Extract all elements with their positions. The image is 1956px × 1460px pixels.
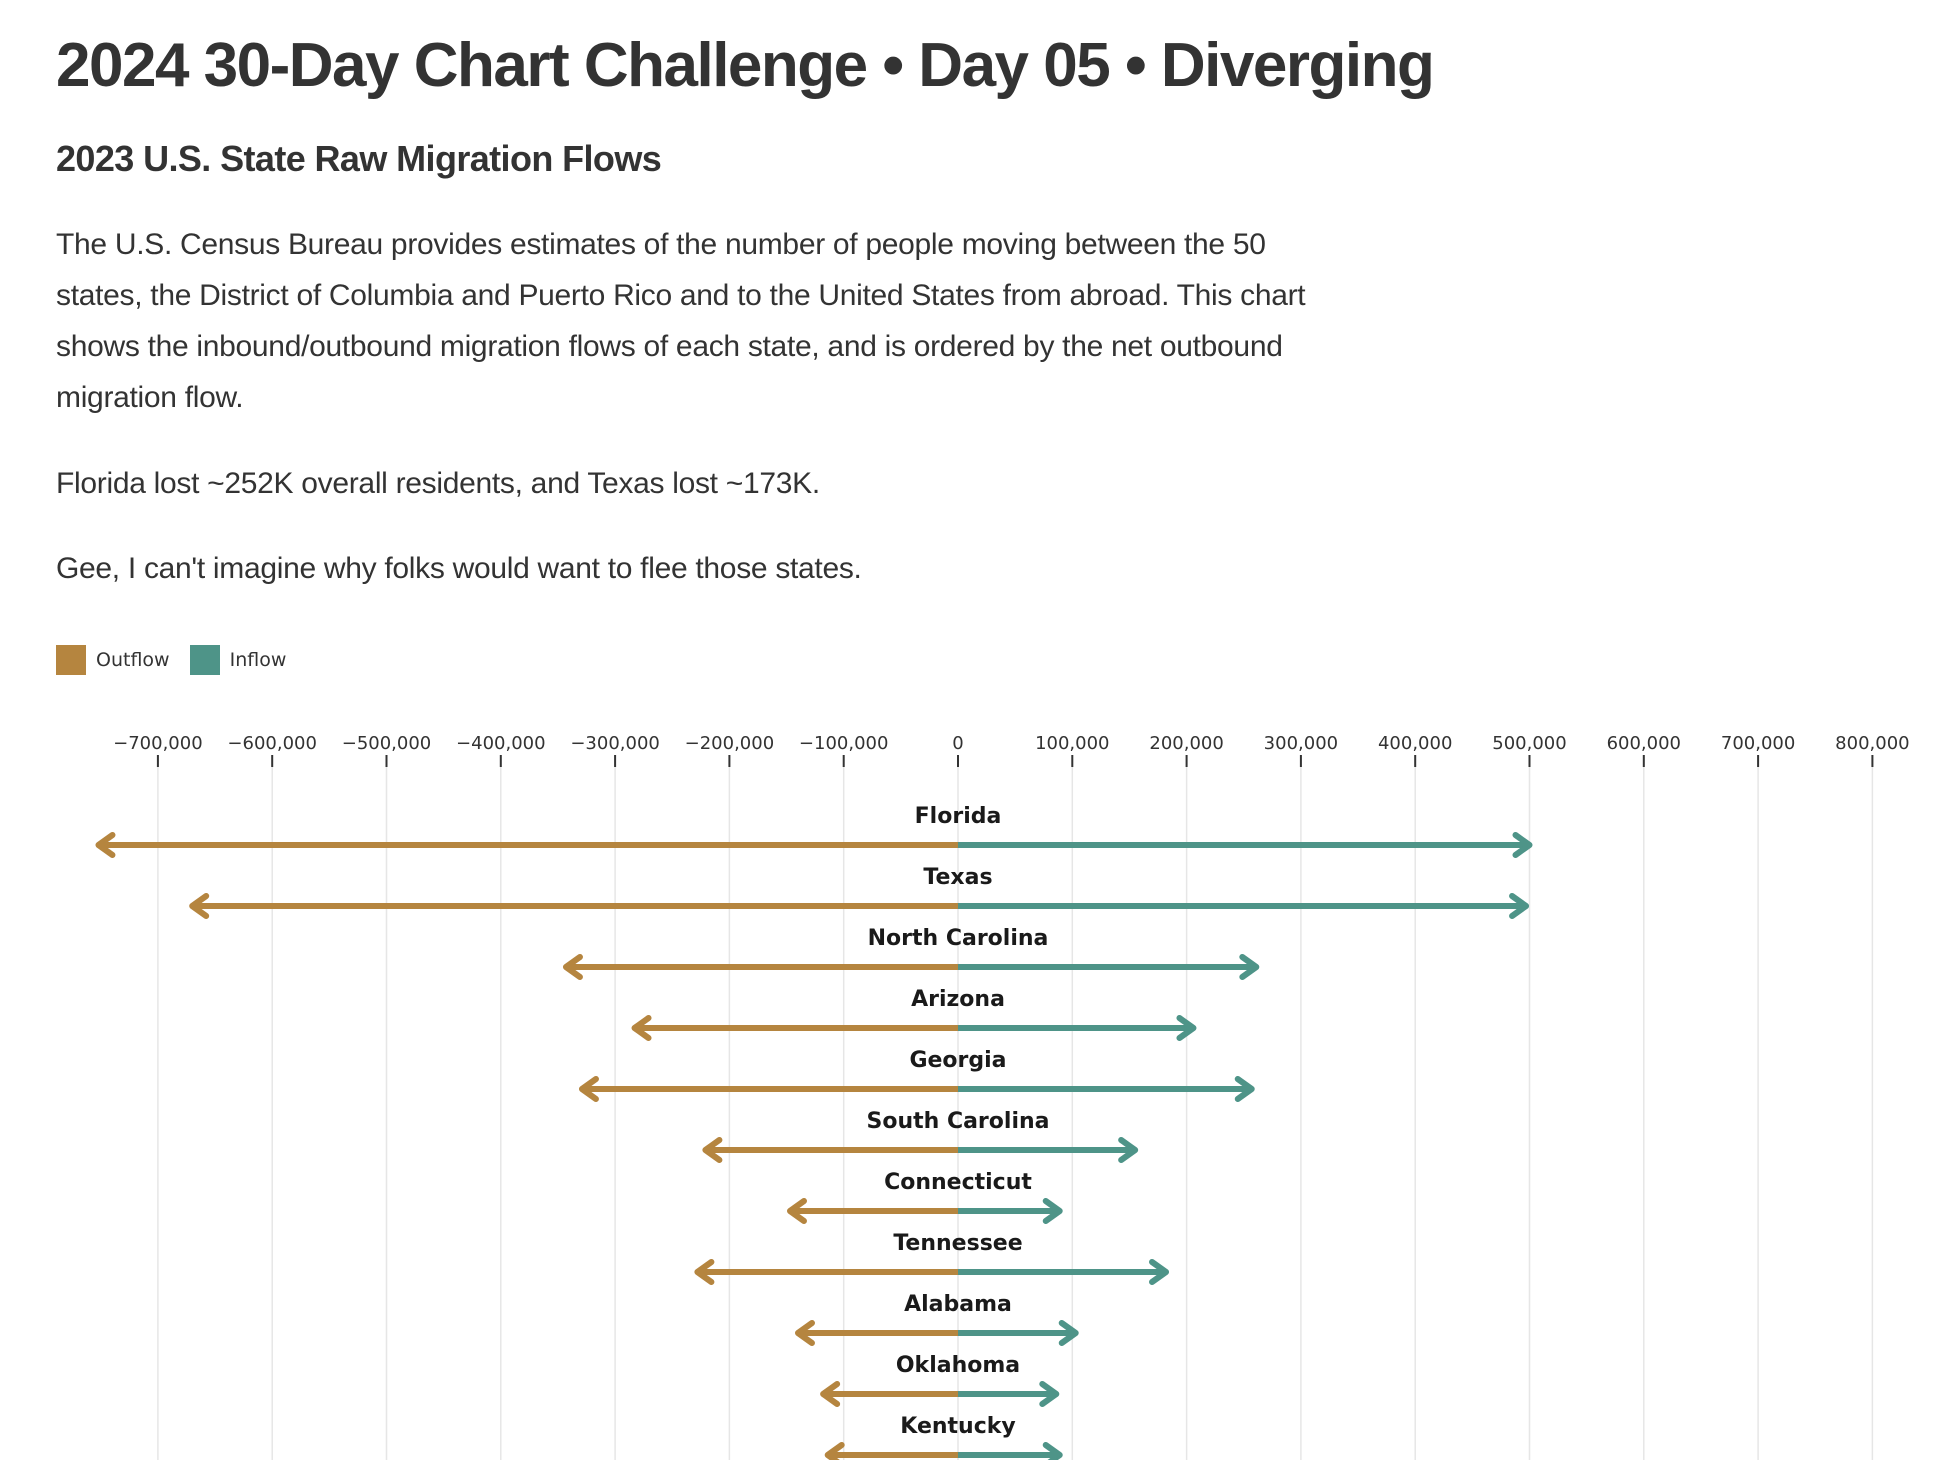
inflow-arrowhead <box>1149 1259 1170 1285</box>
chart-subtitle: 2023 U.S. State Raw Migration Flows <box>56 138 662 179</box>
x-tick-label: −600,000 <box>227 733 317 754</box>
inflow-arrowhead <box>1509 893 1530 919</box>
x-tick-label: −700,000 <box>113 733 203 754</box>
state-label: Georgia <box>909 1048 1006 1073</box>
page: 2024 30-Day Chart Challenge • Day 05 • D… <box>56 0 1936 1460</box>
legend-item-outflow: Outflow <box>56 645 170 675</box>
inflow-arrowhead <box>1118 1137 1139 1163</box>
diverging-migration-chart: −700,000 −600,000 −500,000 −400,000 −300,000… <box>95 733 1910 1460</box>
state-label: Alabama <box>904 1292 1012 1317</box>
outflow-arrowhead <box>820 1381 841 1407</box>
x-tick-label: 600,000 <box>1607 733 1681 754</box>
state-label: Kentucky <box>900 1414 1015 1439</box>
outflow-arrowhead <box>95 832 116 858</box>
outflow-swatch <box>56 645 86 675</box>
state-label: Florida <box>915 804 1002 829</box>
x-tick-label: −100,000 <box>799 733 889 754</box>
outflow-arrowhead <box>578 1076 599 1102</box>
x-tick-label: 500,000 <box>1492 733 1566 754</box>
outflow-arrowhead <box>702 1137 723 1163</box>
outflow-arrowhead <box>794 1320 815 1346</box>
outflow-arrowhead <box>631 1015 652 1041</box>
legend-label-outflow: Outflow <box>96 649 170 671</box>
outflow-arrowhead <box>824 1442 845 1460</box>
x-tick-label: −200,000 <box>685 733 775 754</box>
outflow-arrowhead <box>694 1259 715 1285</box>
page-title: 2024 30-Day Chart Challenge • Day 05 • D… <box>56 31 1435 100</box>
outflow-arrowhead <box>189 893 210 919</box>
legend-label-inflow: Inflow <box>229 649 287 671</box>
x-tick-label: 200,000 <box>1149 733 1223 754</box>
intro-paragraph: The U.S. Census Bureau provides estimate… <box>56 228 1306 414</box>
state-label: Connecticut <box>884 1170 1032 1195</box>
inflow-arrowhead <box>1042 1442 1063 1460</box>
inflow-arrowhead <box>1234 1076 1255 1102</box>
state-label: North Carolina <box>868 926 1049 951</box>
state-label: Texas <box>923 865 992 890</box>
commentary-paragraph: Gee, I can't imagine why folks would wan… <box>56 552 862 585</box>
chart-legend: Outflow Inflow <box>56 645 306 675</box>
inflow-arrowhead <box>1176 1015 1197 1041</box>
inflow-arrowhead <box>1042 1198 1063 1224</box>
state-label: Tennessee <box>893 1231 1022 1256</box>
x-tick-label: −400,000 <box>456 733 546 754</box>
x-tick-label: 0 <box>952 733 963 754</box>
summary-paragraph: Florida lost ~252K overall residents, an… <box>56 467 820 500</box>
state-label: South Carolina <box>866 1109 1049 1134</box>
x-tick-label: −300,000 <box>570 733 660 754</box>
legend-item-inflow: Inflow <box>189 645 287 675</box>
x-tick-label: 400,000 <box>1378 733 1452 754</box>
outflow-arrowhead <box>562 954 583 980</box>
inflow-arrowhead <box>1512 832 1533 858</box>
state-label: Oklahoma <box>896 1353 1020 1378</box>
inflow-arrowhead <box>1058 1320 1079 1346</box>
inflow-arrowhead <box>1039 1381 1060 1407</box>
outflow-arrowhead <box>786 1198 807 1224</box>
x-tick-label: −500,000 <box>342 733 432 754</box>
state-label: Arizona <box>911 987 1005 1012</box>
x-tick-label: 800,000 <box>1835 733 1909 754</box>
x-tick-label: 300,000 <box>1264 733 1338 754</box>
inflow-arrowhead <box>1239 954 1260 980</box>
x-tick-label: 700,000 <box>1721 733 1795 754</box>
x-tick-label: 100,000 <box>1035 733 1109 754</box>
inflow-swatch <box>189 645 220 675</box>
